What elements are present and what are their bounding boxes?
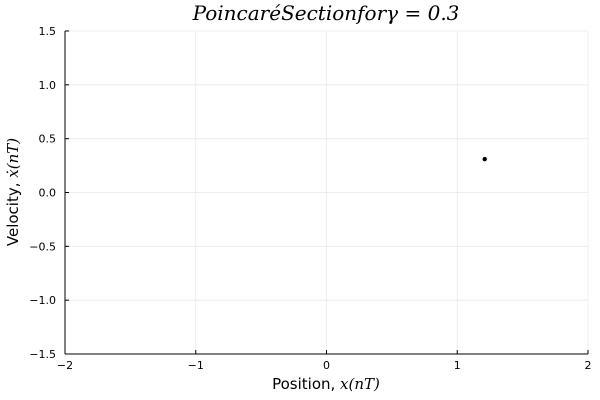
x-axis-label-text: Position, [272,375,340,393]
grid-layer [64,30,589,355]
x-axis-title: Position, x(nT) [272,375,380,393]
data-point-0-0 [482,156,487,162]
y-axis-label-math: ẋ(nT) [4,138,22,178]
y-tick-label-5: 1.0 [39,79,57,92]
y-axis-label-text: Velocity, [4,178,22,246]
chart-title: PoincaréSectionforγ = 0.3 [192,1,460,25]
y-tick-label-6: 1.5 [39,25,57,38]
y-tick-label-2: −0.5 [29,240,56,253]
y-tick-label-1: −1.0 [29,294,56,307]
y-tick-label-3: 0.0 [39,187,57,200]
x-tick-label-4: 2 [585,359,592,372]
x-axis-label-math: x(nT) [340,375,380,393]
x-tick-label-1: −1 [188,359,204,372]
y-tick-label-4: 0.5 [39,133,57,146]
points-layer [482,156,487,162]
x-tick-label-3: 1 [454,359,461,372]
ticks-layer: −2 −1 0 1 2 −1.5 −1.0 −0.5 0.0 0.5 1.0 1.5 [29,25,591,372]
y-axis-title: Velocity, ẋ(nT) [4,138,22,246]
x-tick-label-0: −2 [57,359,73,372]
y-tick-label-0: −1.5 [29,348,56,361]
x-tick-label-2: 0 [323,359,330,372]
